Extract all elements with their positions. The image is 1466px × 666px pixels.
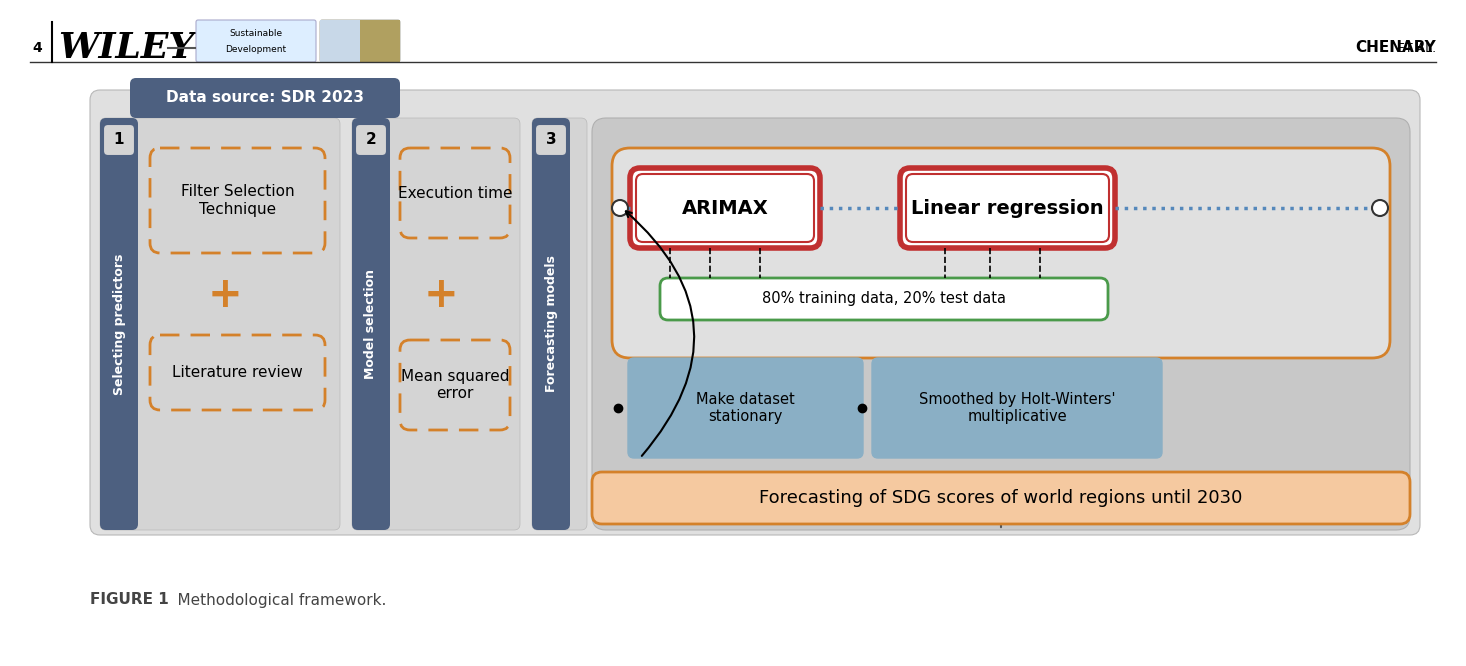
FancyBboxPatch shape — [355, 124, 387, 156]
Bar — [320, 20, 361, 62]
FancyBboxPatch shape — [400, 340, 510, 430]
Text: ET AL.: ET AL. — [1365, 41, 1437, 55]
Text: Data source: SDR 2023: Data source: SDR 2023 — [166, 91, 364, 105]
FancyBboxPatch shape — [872, 358, 1163, 458]
Text: Smoothed by Holt-Winters'
multiplicative: Smoothed by Holt-Winters' multiplicative — [919, 392, 1116, 424]
FancyBboxPatch shape — [100, 118, 138, 530]
Text: Development: Development — [226, 45, 286, 53]
FancyBboxPatch shape — [352, 118, 390, 530]
Circle shape — [611, 200, 627, 216]
Text: WILEY: WILEY — [59, 31, 194, 65]
FancyBboxPatch shape — [150, 335, 325, 410]
FancyBboxPatch shape — [627, 358, 863, 458]
Text: Linear regression: Linear regression — [912, 198, 1104, 218]
Text: Make dataset
stationary: Make dataset stationary — [696, 392, 795, 424]
Text: 2: 2 — [365, 133, 377, 147]
FancyBboxPatch shape — [150, 148, 325, 253]
Text: 4: 4 — [32, 41, 41, 55]
FancyBboxPatch shape — [130, 78, 400, 118]
Text: 3: 3 — [545, 133, 556, 147]
Text: Model selection: Model selection — [365, 269, 378, 379]
FancyBboxPatch shape — [636, 174, 814, 242]
Text: Execution time: Execution time — [397, 186, 512, 200]
FancyBboxPatch shape — [100, 118, 340, 530]
Text: FIGURE 1: FIGURE 1 — [89, 593, 169, 607]
FancyBboxPatch shape — [906, 174, 1108, 242]
Text: Forecasting models: Forecasting models — [544, 256, 557, 392]
FancyBboxPatch shape — [532, 118, 570, 530]
Circle shape — [1372, 200, 1388, 216]
FancyBboxPatch shape — [352, 118, 520, 530]
Bar — [361, 20, 400, 62]
Text: Literature review: Literature review — [172, 365, 303, 380]
Text: CHENARY: CHENARY — [1355, 41, 1437, 55]
Text: Sustainable: Sustainable — [230, 29, 283, 37]
Text: Forecasting of SDG scores of world regions until 2030: Forecasting of SDG scores of world regio… — [759, 489, 1243, 507]
FancyBboxPatch shape — [900, 168, 1116, 248]
FancyBboxPatch shape — [592, 472, 1410, 524]
Text: 80% training data, 20% test data: 80% training data, 20% test data — [762, 292, 1006, 306]
Text: ARIMAX: ARIMAX — [682, 198, 768, 218]
FancyBboxPatch shape — [660, 278, 1108, 320]
FancyBboxPatch shape — [535, 124, 567, 156]
Text: +: + — [208, 274, 242, 316]
FancyBboxPatch shape — [630, 168, 819, 248]
FancyBboxPatch shape — [320, 20, 400, 62]
FancyBboxPatch shape — [400, 148, 510, 238]
FancyBboxPatch shape — [196, 20, 317, 62]
Text: Methodological framework.: Methodological framework. — [158, 593, 387, 607]
FancyBboxPatch shape — [89, 90, 1421, 535]
Text: Filter Selection
Technique: Filter Selection Technique — [180, 184, 295, 216]
Text: Mean squared
error: Mean squared error — [400, 369, 509, 401]
Text: Selecting predictors: Selecting predictors — [113, 253, 126, 395]
Text: 1: 1 — [114, 133, 125, 147]
Text: +: + — [424, 274, 459, 316]
FancyBboxPatch shape — [592, 118, 1410, 530]
FancyBboxPatch shape — [611, 148, 1390, 358]
FancyBboxPatch shape — [532, 118, 586, 530]
FancyBboxPatch shape — [103, 124, 135, 156]
